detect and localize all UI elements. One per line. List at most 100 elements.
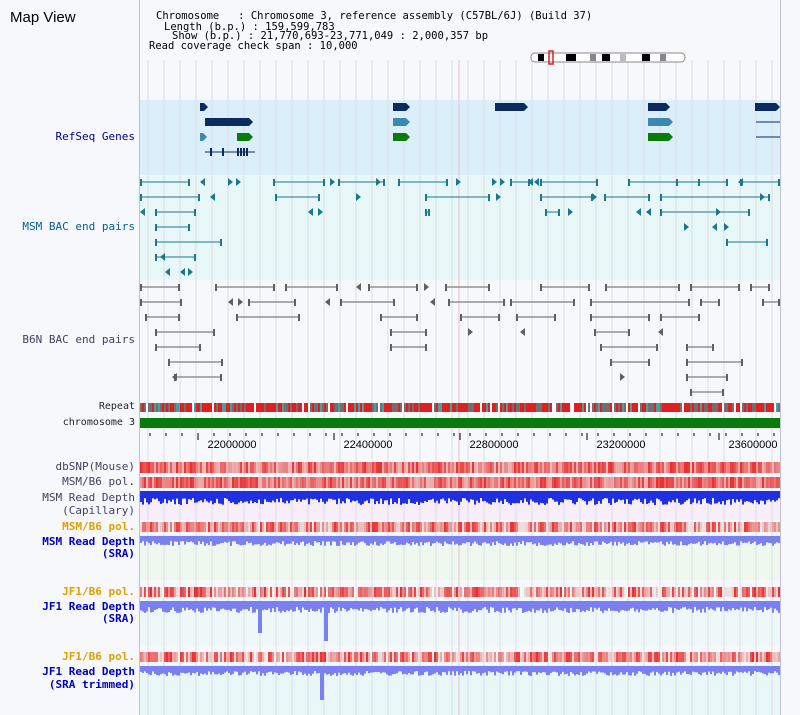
jf1-pol2-heat	[652, 652, 654, 662]
msm-pol-heat	[156, 477, 158, 488]
jf1-depth-bar	[418, 601, 420, 613]
repeat-segment	[392, 403, 394, 412]
jf1-pol-heat	[466, 587, 468, 597]
jf1-pol-heat	[470, 587, 472, 597]
track-label-b6n-bac[interactable]: B6N BAC end pairs	[22, 333, 135, 346]
msm-depth-sra-bar	[386, 536, 388, 542]
msm-depth-sra-bar	[528, 536, 530, 543]
dbsnp-heat	[406, 462, 408, 473]
b6n-bac-pair-end	[590, 314, 592, 321]
msm-pol-heat	[382, 477, 384, 488]
jf1-depth-bar	[708, 601, 710, 610]
msm-pol-heat	[710, 477, 712, 488]
msm-pol2-heat	[384, 522, 386, 532]
msm-depth-sra-bar	[486, 536, 488, 544]
msm-pol-heat	[292, 477, 294, 488]
msm-depth-cap-bar	[762, 491, 764, 501]
jf1-trim-depth-bar	[348, 666, 350, 673]
dbsnp-heat	[666, 462, 668, 473]
jf1-pol-heat	[274, 587, 276, 597]
repeat-segment	[298, 403, 300, 412]
msm-bac-end-arrow	[534, 178, 539, 186]
repeat-segment	[514, 403, 516, 412]
jf1-pol-heat	[184, 587, 186, 597]
repeat-segment	[518, 403, 520, 412]
msm-pol-heat	[492, 477, 494, 488]
msm-depth-sra-bar	[270, 536, 272, 546]
jf1-depth-bar	[316, 601, 318, 612]
msm-depth-cap-bar	[466, 491, 468, 501]
jf1-trim-depth-bar	[236, 666, 238, 672]
jf1-pol-heat	[660, 587, 662, 597]
msm-bac-pair-end	[188, 224, 190, 231]
jf1-trim-depth-bar	[540, 666, 542, 674]
dbsnp-heat	[180, 462, 182, 473]
jf1-trim-depth-bar	[150, 666, 152, 676]
repeat-segment	[550, 403, 552, 412]
msm-depth-cap-bar	[238, 491, 240, 503]
msm-pol2-heat	[700, 522, 702, 532]
msm-depth-sra-bar	[440, 536, 442, 544]
jf1-pol2-heat	[508, 652, 510, 662]
msm-pol2-heat	[612, 522, 614, 532]
msm-pol2-heat	[390, 522, 392, 532]
dbsnp-heat	[520, 462, 522, 473]
jf1-pol-heat	[238, 587, 240, 597]
repeat-segment	[442, 403, 444, 412]
jf1-pol-heat	[518, 587, 520, 597]
msm-depth-cap-bar	[428, 491, 430, 500]
dbsnp-heat	[726, 462, 728, 473]
track-label-refseq[interactable]: RefSeq Genes	[55, 130, 135, 143]
b6n-bac-pair-end	[610, 359, 612, 366]
jf1-pol2-heat	[278, 652, 280, 662]
msm-depth-cap-bar	[352, 491, 354, 501]
msm-depth-cap-bar	[708, 491, 710, 504]
b6n-bac-end-arrow	[620, 373, 625, 381]
jf1-pol-heat	[490, 587, 492, 597]
repeat-segment	[236, 403, 238, 412]
jf1-depth-bar	[634, 601, 636, 612]
msm-pol2-heat	[362, 522, 364, 532]
repeat-segment	[166, 403, 168, 412]
b6n-bac-pair-end	[445, 284, 447, 291]
msm-pol2-heat	[552, 522, 554, 532]
dbsnp-heat	[736, 462, 738, 473]
repeat-segment	[210, 403, 212, 412]
msm-depth-sra-bar	[612, 536, 614, 546]
jf1-depth-bar	[340, 601, 342, 612]
msm-depth-sra-bar	[280, 536, 282, 545]
msm-pol-heat	[172, 477, 174, 488]
repeat-segment	[310, 403, 312, 412]
jf1-pol2-heat	[656, 652, 658, 662]
repeat-segment	[342, 403, 344, 412]
msm-pol-heat	[768, 477, 770, 488]
jf1-depth-bar	[602, 601, 604, 613]
msm-depth-cap-bar	[722, 491, 724, 502]
track-label-msm-bac[interactable]: MSM BAC end pairs	[22, 220, 135, 233]
repeat-segment	[438, 403, 440, 412]
jf1-pol-heat	[634, 587, 636, 597]
msm-depth-sra-bar	[326, 536, 328, 542]
msm-pol2-heat	[596, 522, 598, 532]
msm-depth-cap-bar	[438, 491, 440, 504]
msm-pol2-heat	[468, 522, 470, 532]
msm-depth-cap-bar	[460, 491, 462, 502]
repeat-segment	[206, 403, 208, 412]
msm-depth-sra-bar	[200, 536, 202, 544]
b6n-bac-pair-end	[180, 299, 182, 306]
msm-pol2-heat	[640, 522, 642, 532]
jf1-trim-depth-bar	[766, 666, 768, 676]
jf1-pol-heat	[394, 587, 396, 597]
msm-depth-sra-bar	[242, 536, 244, 546]
jf1-pol-heat	[212, 587, 214, 597]
jf1-trim-depth-bar	[716, 666, 718, 674]
jf1-trim-depth-bar	[748, 666, 750, 672]
dbsnp-heat	[142, 462, 144, 473]
msm-depth-sra-bar	[368, 536, 370, 546]
dbsnp-heat	[420, 462, 422, 473]
gene-arrow	[203, 133, 207, 141]
msm-pol-heat	[746, 477, 748, 488]
dbsnp-heat	[288, 462, 290, 473]
msm-depth-cap-bar	[488, 491, 490, 504]
